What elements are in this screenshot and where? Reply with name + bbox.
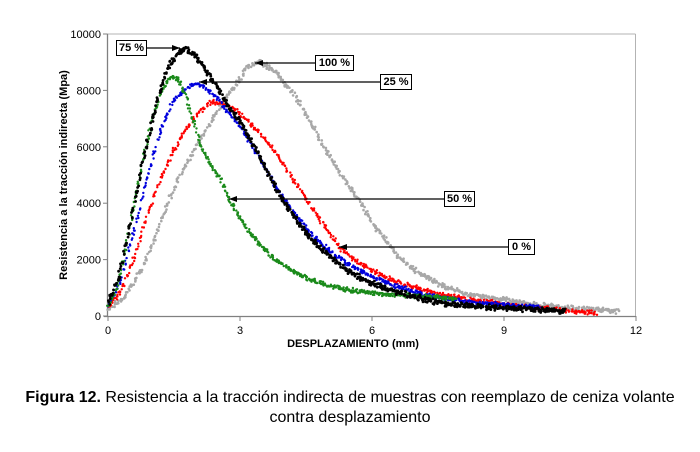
series-dots-0pct	[107, 98, 599, 316]
x-axis-title: DESPLAZAMIENTO (mm)	[287, 338, 419, 350]
figure-caption: Figura 12. Resistencia a la tracción ind…	[0, 388, 700, 428]
annotation-box-100pct: 100 %	[315, 55, 354, 71]
y-tick-label: 0	[95, 311, 101, 323]
y-tick-label: 2000	[77, 255, 101, 267]
annotation-box-25pct: 25 %	[380, 74, 412, 90]
tick-labels: 0 3 6 9 12 0 2000 4000 6000 8000 10000	[70, 29, 642, 337]
y-tick-label: 10000	[70, 29, 101, 41]
plot-frame	[103, 33, 637, 321]
series-dots-50pct	[106, 74, 458, 307]
chart-canvas: 0 3 6 9 12 0 2000 4000 6000 8000 10000 Resistencia…	[58, 29, 642, 350]
series-dots-100pct	[106, 58, 621, 315]
y-tick-label: 4000	[77, 198, 101, 210]
y-tick-label: 8000	[77, 85, 101, 97]
x-tick-label: 9	[501, 325, 507, 337]
annotation-box-0pct: 0 %	[508, 239, 535, 255]
x-tick-label: 6	[369, 325, 375, 337]
x-tick-label: 12	[630, 325, 642, 337]
annotation-box-50pct: 50 %	[444, 191, 475, 207]
series-scatter	[106, 45, 621, 316]
caption-line-1: Figura 12. Resistencia a la tracción ind…	[0, 388, 700, 408]
caption-figure-number: Figura 12.	[25, 389, 101, 406]
caption-text: Resistencia a la tracción indirecta de m…	[105, 389, 675, 406]
annotation-box-75pct: 75 %	[116, 40, 147, 56]
series-dots-75pct	[107, 45, 567, 315]
caption-line-2: contra desplazamiento	[269, 409, 431, 426]
y-axis-title: Resistencia a la tracción indirecta (Mpa…	[58, 70, 70, 280]
x-tick-label: 0	[105, 325, 111, 337]
y-tick-label: 6000	[77, 142, 101, 154]
x-tick-label: 3	[237, 325, 243, 337]
annotation-leader-lines	[147, 45, 508, 250]
